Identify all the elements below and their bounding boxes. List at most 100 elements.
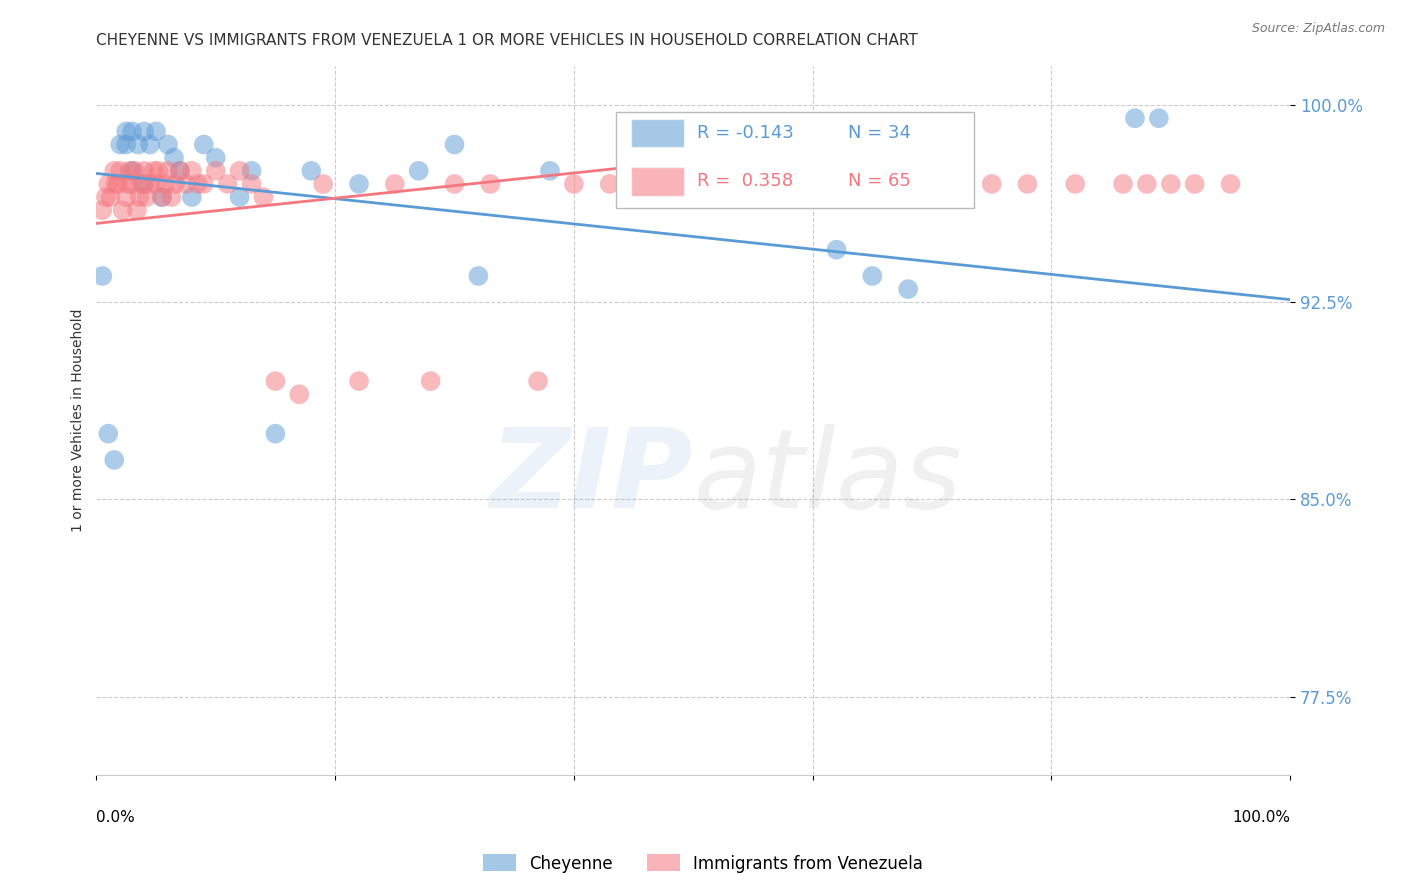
Point	[443, 137, 465, 152]
Point	[240, 164, 263, 178]
Point	[443, 177, 465, 191]
Point	[228, 164, 250, 178]
Point	[165, 177, 187, 191]
Point	[347, 177, 370, 191]
Point	[107, 177, 129, 191]
Point	[125, 203, 148, 218]
Point	[91, 268, 114, 283]
Y-axis label: 1 or more Vehicles in Household: 1 or more Vehicles in Household	[72, 309, 86, 533]
Point	[160, 190, 183, 204]
Point	[103, 453, 125, 467]
Point	[128, 190, 150, 204]
Point	[180, 164, 202, 178]
Point	[1136, 177, 1159, 191]
Point	[97, 177, 120, 191]
Point	[132, 164, 155, 178]
Point	[145, 124, 167, 138]
Point	[132, 124, 155, 138]
FancyBboxPatch shape	[631, 119, 683, 147]
Point	[156, 164, 179, 178]
Point	[288, 387, 311, 401]
Point	[121, 124, 143, 138]
Point	[384, 177, 406, 191]
FancyBboxPatch shape	[616, 112, 974, 208]
Point	[132, 177, 155, 191]
Legend: Cheyenne, Immigrants from Venezuela: Cheyenne, Immigrants from Venezuela	[477, 847, 929, 880]
Point	[299, 164, 322, 178]
Point	[124, 164, 146, 178]
Point	[118, 164, 141, 178]
Point	[150, 190, 173, 204]
Point	[97, 426, 120, 441]
Point	[1184, 177, 1206, 191]
Point	[193, 137, 215, 152]
Point	[228, 190, 250, 204]
Point	[562, 177, 585, 191]
Text: atlas: atlas	[693, 424, 962, 531]
Point	[1112, 177, 1135, 191]
Point	[217, 177, 239, 191]
Point	[825, 177, 848, 191]
Point	[121, 164, 143, 178]
Point	[110, 137, 132, 152]
Point	[91, 203, 114, 218]
Point	[479, 177, 502, 191]
Point	[742, 177, 765, 191]
Point	[169, 164, 191, 178]
Text: 100.0%: 100.0%	[1232, 810, 1291, 824]
Point	[115, 137, 138, 152]
Point	[408, 164, 430, 178]
Point	[94, 190, 117, 204]
Point	[193, 177, 215, 191]
Point	[252, 190, 274, 204]
Point	[1160, 177, 1182, 191]
Point	[264, 374, 287, 388]
Point	[180, 190, 202, 204]
Point	[419, 374, 441, 388]
Point	[169, 164, 191, 178]
Point	[682, 177, 704, 191]
Point	[1064, 177, 1087, 191]
Point	[139, 177, 162, 191]
Point	[100, 190, 122, 204]
Point	[980, 177, 1002, 191]
Point	[860, 177, 883, 191]
Point	[527, 374, 550, 388]
Point	[156, 137, 179, 152]
Text: N = 34: N = 34	[848, 124, 911, 142]
Point	[897, 282, 920, 296]
Point	[115, 124, 138, 138]
Point	[467, 268, 489, 283]
Point	[825, 243, 848, 257]
Point	[945, 177, 967, 191]
Point	[347, 374, 370, 388]
Point	[127, 137, 149, 152]
Point	[148, 164, 170, 178]
Point	[115, 190, 138, 204]
Point	[187, 177, 209, 191]
Point	[1147, 112, 1170, 126]
Point	[897, 177, 920, 191]
Point	[139, 137, 162, 152]
Point	[145, 177, 167, 191]
Point	[240, 177, 263, 191]
Point	[163, 151, 186, 165]
Point	[135, 190, 157, 204]
Point	[1219, 177, 1241, 191]
Point	[860, 268, 883, 283]
Text: 0.0%: 0.0%	[97, 810, 135, 824]
Text: Source: ZipAtlas.com: Source: ZipAtlas.com	[1251, 22, 1385, 36]
Point	[117, 177, 139, 191]
Point	[538, 164, 561, 178]
Point	[103, 164, 125, 178]
Point	[150, 190, 173, 204]
Text: R =  0.358: R = 0.358	[697, 172, 793, 190]
Point	[647, 177, 669, 191]
Point	[131, 177, 153, 191]
Point	[599, 177, 621, 191]
Point	[204, 164, 226, 178]
Point	[121, 177, 143, 191]
Point	[778, 177, 800, 191]
Text: ZIP: ZIP	[489, 424, 693, 531]
Point	[312, 177, 335, 191]
